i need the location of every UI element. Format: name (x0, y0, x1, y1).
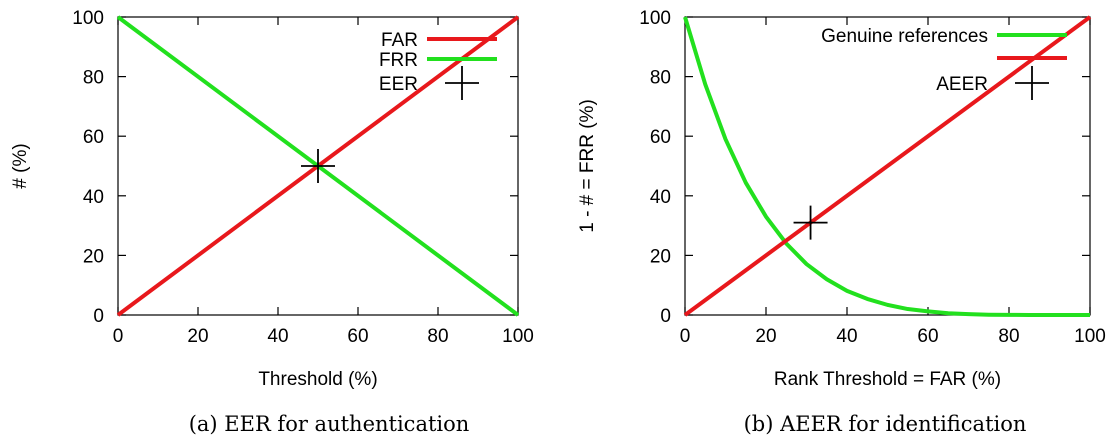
y-tick-label: 100 (639, 8, 671, 29)
x-tick-label: 60 (347, 326, 368, 347)
x-tick-label: 60 (917, 326, 938, 347)
legend-marker-swatch (1015, 66, 1049, 100)
legend-marker-swatch (445, 66, 479, 100)
x-tick-label: 40 (267, 326, 288, 347)
chart-2: 0 20 40 60 80 100 0 20 40 60 80 100 Rank Threshold =… (577, 8, 1106, 436)
y-tick-label: 0 (93, 306, 104, 327)
y-tick-label: 100 (72, 8, 104, 29)
plot-frame (684, 16, 1091, 316)
series-line-genuine-references (683, 16, 1090, 317)
y-tick-label: 60 (650, 127, 671, 148)
x-tick-label: 20 (187, 326, 208, 347)
chart-caption: (a) EER for authentication (189, 412, 470, 436)
legend-label-marker: EER (379, 74, 418, 95)
plot-frame (117, 16, 519, 316)
y-tick-label: 80 (83, 68, 104, 89)
y-tick-label: 20 (83, 246, 104, 267)
y-tick-label: 20 (650, 246, 671, 267)
x-axis-label: Rank Threshold = FAR (%) (774, 369, 1001, 390)
x-axis-label: Threshold (%) (258, 369, 377, 390)
marker-eer (301, 149, 335, 183)
y-tick-label: 40 (650, 187, 671, 208)
legend-label-marker: AEER (936, 74, 988, 95)
x-tick-label: 100 (1074, 326, 1106, 347)
chart-1: 0 20 40 60 80 100 0 20 40 60 80 100 Threshold (%) # (… (10, 8, 534, 436)
y-axis-label: 1 - # = FRR (%) (577, 99, 598, 233)
y-tick-label: 80 (650, 68, 671, 89)
x-tick-label: 100 (502, 326, 534, 347)
x-tick-label: 40 (836, 326, 857, 347)
x-tick-label: 0 (680, 326, 691, 347)
y-tick-label: 40 (83, 187, 104, 208)
y-tick-label: 0 (660, 306, 671, 327)
chart-caption: (b) AEER for identification (744, 412, 1027, 436)
legend-label: FRR (379, 50, 418, 71)
marker-aeer (793, 205, 828, 240)
legend-label: Genuine references (821, 26, 988, 47)
x-tick-label: 80 (427, 326, 448, 347)
legend-label: FAR (381, 30, 418, 51)
x-tick-label: 0 (113, 326, 124, 347)
x-tick-label: 20 (755, 326, 776, 347)
y-tick-label: 60 (83, 127, 104, 148)
legend: Genuine references AEER (821, 26, 1067, 100)
y-axis-label: # (%) (10, 143, 31, 188)
x-tick-label: 80 (998, 326, 1019, 347)
series-line-2 (683, 15, 1092, 317)
